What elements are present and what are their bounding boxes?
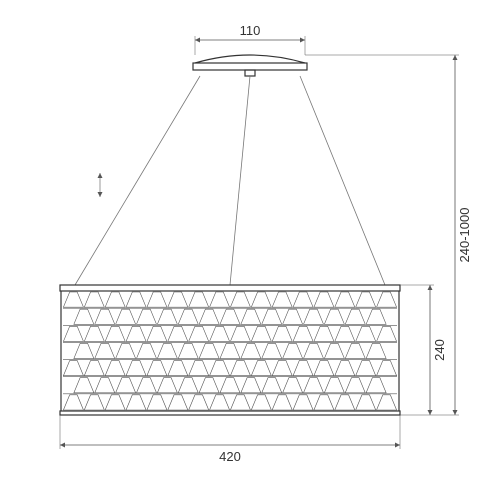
dim-body-width: 420: [219, 449, 241, 464]
crystal-pattern: [63, 292, 396, 410]
dim-height-range: 240-1000: [457, 208, 472, 263]
dim-body-height: 240: [432, 339, 447, 361]
technical-drawing: 110 420 240-1000 240: [0, 0, 500, 500]
dim-mount-width: 110: [240, 23, 261, 38]
